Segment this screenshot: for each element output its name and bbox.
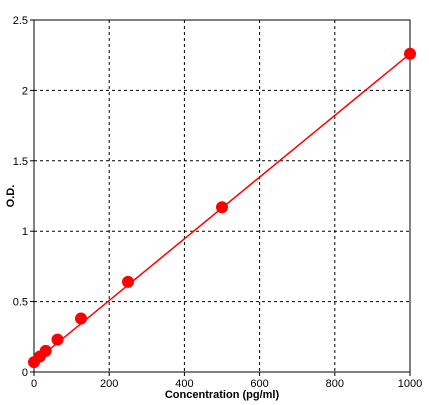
y-tick-label: 0 bbox=[22, 367, 28, 379]
plot-area bbox=[33, 19, 411, 373]
x-tick-label: 0 bbox=[31, 378, 37, 390]
data-point bbox=[75, 312, 87, 325]
y-tick-label: 1 bbox=[22, 226, 28, 238]
data-point bbox=[216, 201, 228, 214]
data-point bbox=[39, 344, 52, 357]
data-point bbox=[51, 333, 64, 346]
data-point bbox=[122, 275, 134, 288]
y-tick-label: 2.5 bbox=[13, 15, 28, 27]
x-axis-ticks: 0 200 400 600 800 1000 bbox=[31, 372, 422, 390]
y-axis-title: O.D. bbox=[5, 185, 17, 208]
x-tick-label: 400 bbox=[175, 378, 193, 390]
y-tick-label: 1.5 bbox=[13, 156, 28, 168]
x-tick-label: 1000 bbox=[398, 378, 422, 390]
x-tick-label: 200 bbox=[100, 378, 118, 390]
grid-lines bbox=[34, 20, 410, 372]
y-axis-ticks: 0 0.5 1 1.5 2 2.5 bbox=[13, 15, 34, 379]
y-tick-label: 2 bbox=[22, 85, 28, 97]
x-axis-title: Concentration (pg/ml) bbox=[165, 389, 280, 401]
y-tick-label: 0.5 bbox=[13, 297, 28, 309]
data-points bbox=[28, 47, 416, 369]
x-tick-label: 800 bbox=[326, 378, 344, 390]
data-point bbox=[404, 47, 416, 60]
x-tick-label: 600 bbox=[250, 378, 268, 390]
